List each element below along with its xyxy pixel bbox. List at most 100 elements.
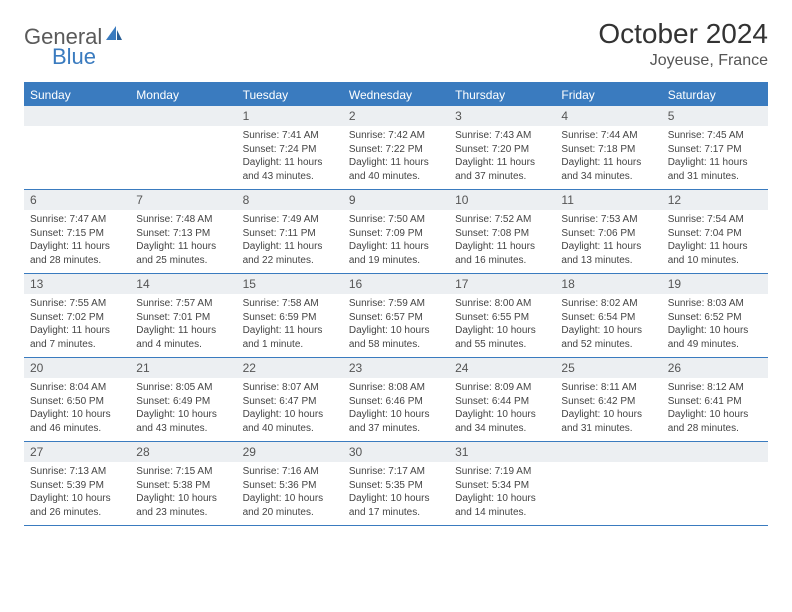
weekday-header: Sunday [24, 84, 130, 106]
day-cell [662, 442, 768, 525]
sunset-text: Sunset: 6:57 PM [349, 311, 443, 325]
month-title: October 2024 [598, 18, 768, 50]
day-cell: 11Sunrise: 7:53 AMSunset: 7:06 PMDayligh… [555, 190, 661, 273]
daylight-text: Daylight: 11 hours and 22 minutes. [243, 240, 337, 267]
day-cell: 25Sunrise: 8:11 AMSunset: 6:42 PMDayligh… [555, 358, 661, 441]
day-body: Sunrise: 7:55 AMSunset: 7:02 PMDaylight:… [24, 294, 130, 357]
day-cell: 26 Sunrise: 8:12 AMSunset: 6:41 PMDayligh… [662, 358, 768, 441]
daylight-text: Daylight: 11 hours and 13 minutes. [561, 240, 655, 267]
day-cell: 8Sunrise: 7:49 AMSunset: 7:11 PMDaylight… [237, 190, 343, 273]
day-number: 5 [662, 106, 768, 126]
day-body: Sunrise: 7:13 AMSunset: 5:39 PMDaylight:… [24, 462, 130, 525]
sunset-text: Sunset: 6:41 PM [668, 395, 762, 409]
day-number: 2 [343, 106, 449, 126]
day-body: Sunrise: 7:54 AMSunset: 7:04 PMDaylight:… [662, 210, 768, 273]
day-body: Sunrise: 7:45 AMSunset: 7:17 PMDaylight:… [662, 126, 768, 189]
daylight-text: Daylight: 10 hours and 23 minutes. [136, 492, 230, 519]
day-number: 14 [130, 274, 236, 294]
day-body: Sunrise: 8:07 AMSunset: 6:47 PMDaylight:… [237, 378, 343, 441]
day-cell: 1Sunrise: 7:41 AMSunset: 7:24 PMDaylight… [237, 106, 343, 189]
day-cell: 6Sunrise: 7:47 AMSunset: 7:15 PMDaylight… [24, 190, 130, 273]
daylight-text: Daylight: 10 hours and 26 minutes. [30, 492, 124, 519]
day-number: 4 [555, 106, 661, 126]
sunset-text: Sunset: 7:09 PM [349, 227, 443, 241]
sunrise-text: Sunrise: 7:58 AM [243, 297, 337, 311]
sunrise-text: Sunrise: 8:09 AM [455, 381, 549, 395]
sunrise-text: Sunrise: 7:47 AM [30, 213, 124, 227]
daylight-text: Daylight: 11 hours and 28 minutes. [30, 240, 124, 267]
sunset-text: Sunset: 7:02 PM [30, 311, 124, 325]
daylight-text: Daylight: 10 hours and 17 minutes. [349, 492, 443, 519]
logo-text-blue: Blue [52, 44, 96, 70]
calendar-page: General Blue October 2024 Joyeuse, Franc… [0, 0, 792, 536]
sunset-text: Sunset: 7:11 PM [243, 227, 337, 241]
day-cell: 10Sunrise: 7:52 AMSunset: 7:08 PMDayligh… [449, 190, 555, 273]
sunrise-text: Sunrise: 7:50 AM [349, 213, 443, 227]
daylight-text: Daylight: 11 hours and 37 minutes. [455, 156, 549, 183]
sunset-text: Sunset: 6:42 PM [561, 395, 655, 409]
day-body [662, 462, 768, 520]
day-cell: 21Sunrise: 8:05 AMSunset: 6:49 PMDayligh… [130, 358, 236, 441]
week-row: 20Sunrise: 8:04 AMSunset: 6:50 PMDayligh… [24, 358, 768, 442]
day-number: 29 [237, 442, 343, 462]
sunrise-text: Sunrise: 7:49 AM [243, 213, 337, 227]
sunrise-text: Sunrise: 8:12 AM [668, 381, 762, 395]
weekday-header-row: SundayMondayTuesdayWednesdayThursdayFrid… [24, 84, 768, 106]
sunset-text: Sunset: 6:52 PM [668, 311, 762, 325]
day-cell: 22Sunrise: 8:07 AMSunset: 6:47 PMDayligh… [237, 358, 343, 441]
daylight-text: Daylight: 11 hours and 1 minute. [243, 324, 337, 351]
sunset-text: Sunset: 7:01 PM [136, 311, 230, 325]
sunrise-text: Sunrise: 7:41 AM [243, 129, 337, 143]
day-cell: 5Sunrise: 7:45 AMSunset: 7:17 PMDaylight… [662, 106, 768, 189]
day-body: Sunrise: 7:17 AMSunset: 5:35 PMDaylight:… [343, 462, 449, 525]
day-number: 26 [662, 358, 768, 378]
sunset-text: Sunset: 5:39 PM [30, 479, 124, 493]
day-number: 31 [449, 442, 555, 462]
weekday-header: Saturday [662, 84, 768, 106]
day-body: Sunrise: 8:04 AMSunset: 6:50 PMDaylight:… [24, 378, 130, 441]
sunrise-text: Sunrise: 7:15 AM [136, 465, 230, 479]
sunrise-text: Sunrise: 7:17 AM [349, 465, 443, 479]
day-body: Sunrise: 7:49 AMSunset: 7:11 PMDaylight:… [237, 210, 343, 273]
day-body: Sunrise: 7:44 AMSunset: 7:18 PMDaylight:… [555, 126, 661, 189]
day-number: 13 [24, 274, 130, 294]
daylight-text: Daylight: 10 hours and 14 minutes. [455, 492, 549, 519]
sunrise-text: Sunrise: 7:43 AM [455, 129, 549, 143]
day-number: 19 [662, 274, 768, 294]
sunrise-text: Sunrise: 7:16 AM [243, 465, 337, 479]
day-number: 16 [343, 274, 449, 294]
week-row: 1Sunrise: 7:41 AMSunset: 7:24 PMDaylight… [24, 106, 768, 190]
sunrise-text: Sunrise: 8:07 AM [243, 381, 337, 395]
daylight-text: Daylight: 11 hours and 4 minutes. [136, 324, 230, 351]
weeks-container: 1Sunrise: 7:41 AMSunset: 7:24 PMDaylight… [24, 106, 768, 526]
sunrise-text: Sunrise: 8:11 AM [561, 381, 655, 395]
day-body: Sunrise: 7:16 AMSunset: 5:36 PMDaylight:… [237, 462, 343, 525]
sunrise-text: Sunrise: 8:00 AM [455, 297, 549, 311]
day-number: 3 [449, 106, 555, 126]
day-body [555, 462, 661, 520]
day-cell: 13Sunrise: 7:55 AMSunset: 7:02 PMDayligh… [24, 274, 130, 357]
day-body: Sunrise: 8:05 AMSunset: 6:49 PMDaylight:… [130, 378, 236, 441]
sunrise-text: Sunrise: 7:53 AM [561, 213, 655, 227]
sunset-text: Sunset: 7:08 PM [455, 227, 549, 241]
day-cell [130, 106, 236, 189]
day-cell: 23Sunrise: 8:08 AMSunset: 6:46 PMDayligh… [343, 358, 449, 441]
day-cell [555, 442, 661, 525]
day-cell: 18Sunrise: 8:02 AMSunset: 6:54 PMDayligh… [555, 274, 661, 357]
location-label: Joyeuse, France [598, 52, 768, 70]
weekday-header: Monday [130, 84, 236, 106]
sunset-text: Sunset: 5:38 PM [136, 479, 230, 493]
daylight-text: Daylight: 11 hours and 25 minutes. [136, 240, 230, 267]
day-cell: 14Sunrise: 7:57 AMSunset: 7:01 PMDayligh… [130, 274, 236, 357]
day-body: Sunrise: 7:57 AMSunset: 7:01 PMDaylight:… [130, 294, 236, 357]
sunset-text: Sunset: 7:20 PM [455, 143, 549, 157]
sunrise-text: Sunrise: 7:57 AM [136, 297, 230, 311]
sunrise-text: Sunrise: 7:19 AM [455, 465, 549, 479]
day-number: 15 [237, 274, 343, 294]
weekday-header: Tuesday [237, 84, 343, 106]
weekday-header: Thursday [449, 84, 555, 106]
sunset-text: Sunset: 7:22 PM [349, 143, 443, 157]
sunset-text: Sunset: 6:59 PM [243, 311, 337, 325]
day-body: Sunrise: 7:15 AMSunset: 5:38 PMDaylight:… [130, 462, 236, 525]
daylight-text: Daylight: 10 hours and 28 minutes. [668, 408, 762, 435]
